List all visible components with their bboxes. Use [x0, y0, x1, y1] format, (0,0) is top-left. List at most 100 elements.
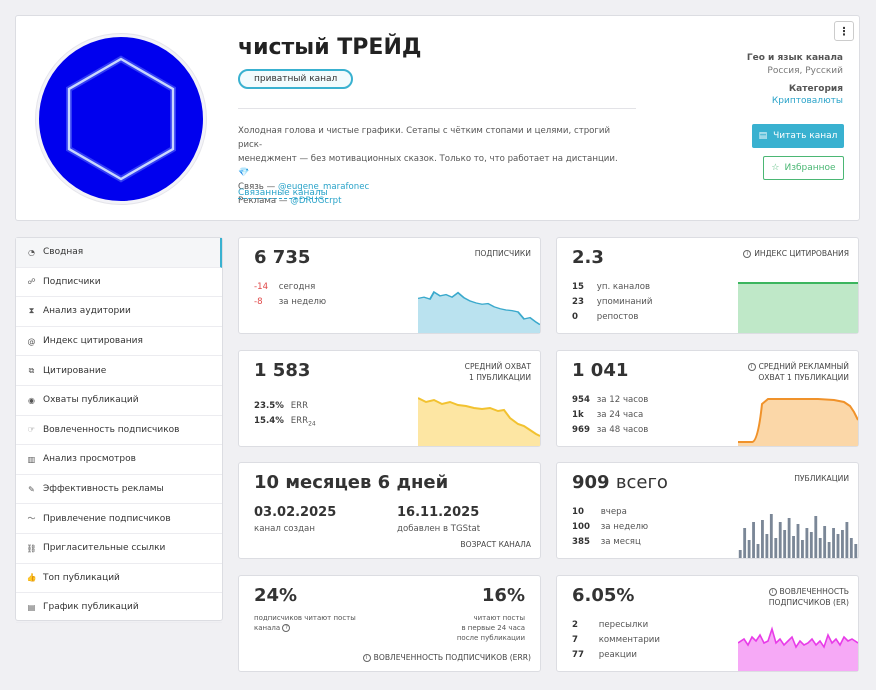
posts-bar [823, 526, 827, 558]
posts-bar [854, 544, 858, 558]
citation-title: i ИНДЕКС ЦИТИРОВАНИЯ [743, 248, 849, 259]
sidebar-item-1[interactable]: ☍ Подписчики [16, 268, 222, 298]
info-icon: i [768, 588, 777, 596]
added-date: 16.11.2025 [397, 505, 480, 520]
favorite-button[interactable]: ☆ Избранное [763, 156, 844, 180]
sidebar-item-4[interactable]: ⧉ Цитирование [16, 356, 222, 386]
posts-bar [845, 522, 849, 558]
ad-reach-value: 1 041 [572, 360, 629, 381]
subscribers-week: -8 за неделю [254, 297, 327, 307]
added-label: добавлен в TGStat [397, 524, 481, 534]
sidebar-item-7[interactable]: ▥ Анализ просмотров [16, 445, 222, 475]
sidebar-item-icon: ◔ [28, 247, 35, 257]
posts-bar [814, 516, 818, 558]
reach-card[interactable]: 1 583 СРЕДНИЙ ОХВАТ 1 ПУБЛИКАЦИИ 23.5% ER… [238, 350, 541, 447]
citation-card[interactable]: 2.3 i ИНДЕКС ЦИТИРОВАНИЯ 15 уп. каналов 2… [556, 237, 859, 334]
ads-link[interactable]: @DRUGcrpt [290, 196, 342, 206]
sidebar-item-icon: ☍ [27, 277, 36, 287]
subscribers-value: 6 735 [254, 247, 311, 268]
private-channel-badge: приватный канал [238, 69, 354, 89]
sidebar-item-icon: @ [27, 336, 36, 346]
sidebar-item-9[interactable]: 〜 Привлечение подписчиков [16, 504, 222, 534]
posts-bar [747, 540, 751, 558]
posts-bar [832, 528, 835, 558]
posts-bar [756, 544, 760, 558]
posts-bar [818, 538, 822, 558]
sidebar-item-11[interactable]: 👍 Топ публикаций [16, 564, 222, 594]
citation-stats: 15 уп. каналов 23 упоминаний 0 репостов [572, 282, 653, 322]
star-icon: ☆ [771, 163, 780, 173]
posts-value: 909 всего [572, 472, 668, 493]
sidebar-item-6[interactable]: ☞ Вовлеченность подписчиков [16, 416, 222, 446]
posts-bar [778, 522, 782, 558]
channel-age-title: ВОЗРАСТ КАНАЛА [460, 540, 531, 549]
posts-bar [827, 542, 831, 558]
created-date: 03.02.2025 [254, 505, 337, 520]
posts-bar [801, 540, 804, 558]
reach-value: 1 583 [254, 360, 311, 381]
kebab-icon: ⋮ [838, 24, 850, 38]
ad-reach-card[interactable]: 1 041 i СРЕДНИЙ РЕКЛАМНЫЙ ОХВАТ 1 ПУБЛИКАЦ… [556, 350, 859, 447]
info-icon: i [743, 250, 752, 258]
err-card[interactable]: 24% подписчиков читают посты канала ? 16… [238, 575, 541, 672]
sidebar-item-0[interactable]: ◔ Сводная [16, 238, 222, 268]
ad-reach-sparkline [738, 398, 858, 446]
category-link[interactable]: Криптовалюты [771, 96, 843, 106]
citation-value: 2.3 [572, 247, 604, 268]
er-card[interactable]: 6.05% i ВОВЛЕЧЕННОСТЬ ПОДПИСЧИКОВ (ER) 2 п… [556, 575, 859, 672]
posts-bar-chart [738, 514, 858, 558]
gem-icon: 💎 [238, 168, 250, 178]
citation-sparkline [738, 282, 858, 333]
posts-bar [765, 534, 769, 558]
sidebar-item-12[interactable]: ▤ График публикаций [16, 593, 222, 623]
subscribers-card[interactable]: 6 735 ПОДПИСЧИКИ -14 сегодня -8 за недел… [238, 237, 541, 334]
sidebar-item-icon: ⧉ [28, 365, 35, 375]
more-menu-button[interactable]: ⋮ [834, 21, 854, 41]
read-channel-button[interactable]: ▤ Читать канал [752, 124, 844, 148]
contact-link[interactable]: @eugene_marafonec [277, 182, 370, 192]
created-label: канал создан [254, 524, 315, 534]
posts-bar [783, 530, 787, 558]
sidebar-item-icon: ▥ [27, 454, 36, 464]
help-icon: ? [282, 624, 291, 632]
sidebar-item-label: Анализ просмотров [43, 454, 136, 465]
posts-bar [738, 550, 742, 558]
contact-line: Связь — @eugene_marafonec [238, 182, 370, 192]
sidebar-item-5[interactable]: ◉ Охваты публикаций [16, 386, 222, 416]
posts-bar [774, 538, 778, 558]
sidebar-item-label: Сводная [43, 247, 84, 258]
err-right-value: 16% [481, 585, 525, 606]
sidebar-item-3[interactable]: @ Индекс цитирования [16, 327, 222, 357]
posts-bar [787, 518, 791, 558]
sidebar-item-label: Топ публикаций [43, 572, 120, 583]
header-divider [238, 108, 636, 109]
sidebar-item-8[interactable]: ✎ Эффективность рекламы [16, 475, 222, 505]
ads-line: Реклама — @DRUGcrpt [238, 196, 342, 206]
sidebar-item-label: Подписчики [43, 276, 101, 287]
sidebar-item-label: Привлечение подписчиков [43, 513, 171, 524]
sidebar-item-icon: ☞ [27, 425, 36, 435]
err-left-value: 24% [254, 585, 298, 606]
sidebar-item-10[interactable]: ⛓ Пригласительные ссылки [16, 534, 222, 564]
reach-stats: 23.5% ERR 15.4% ERR24 [254, 401, 316, 428]
err-right-label: читают посты в первые 24 часа после публ… [456, 614, 525, 642]
posts-bar [836, 534, 840, 558]
posts-bar [796, 524, 800, 558]
channel-description: Холодная голова и чистые графики. Сетапы… [238, 124, 628, 208]
posts-card[interactable]: 909 всего ПУБЛИКАЦИИ 10 вчера 100 за нед… [556, 462, 859, 559]
description-line-2: менеджмент — без мотивационных сказок. Т… [238, 154, 618, 178]
reach-title: СРЕДНИЙ ОХВАТ 1 ПУБЛИКАЦИИ [464, 362, 531, 382]
sidebar-nav: ◔ Сводная ☍ Подписчики ⧗ Анализ аудитории @ Инд… [15, 237, 223, 623]
sidebar-item-icon: ⧗ [28, 306, 35, 316]
posts-stats: 10 вчера 100 за неделю 385 за месяц [572, 507, 649, 547]
sidebar-item-icon: ▤ [27, 602, 36, 612]
related-channels-link[interactable]: Связанные каналы [238, 188, 328, 199]
sidebar-item-icon: ⛓ [26, 543, 37, 553]
posts-bar [849, 538, 853, 558]
subscribers-stats: -14 сегодня -8 за неделю [254, 280, 326, 310]
posts-title: ПУБЛИКАЦИИ [794, 474, 849, 483]
er-stats: 2 пересылки 7 комментарии 77 реакции [572, 620, 660, 660]
sidebar-item-2[interactable]: ⧗ Анализ аудитории [16, 297, 222, 327]
info-icon: i [362, 654, 371, 662]
posts-bar [743, 528, 747, 558]
